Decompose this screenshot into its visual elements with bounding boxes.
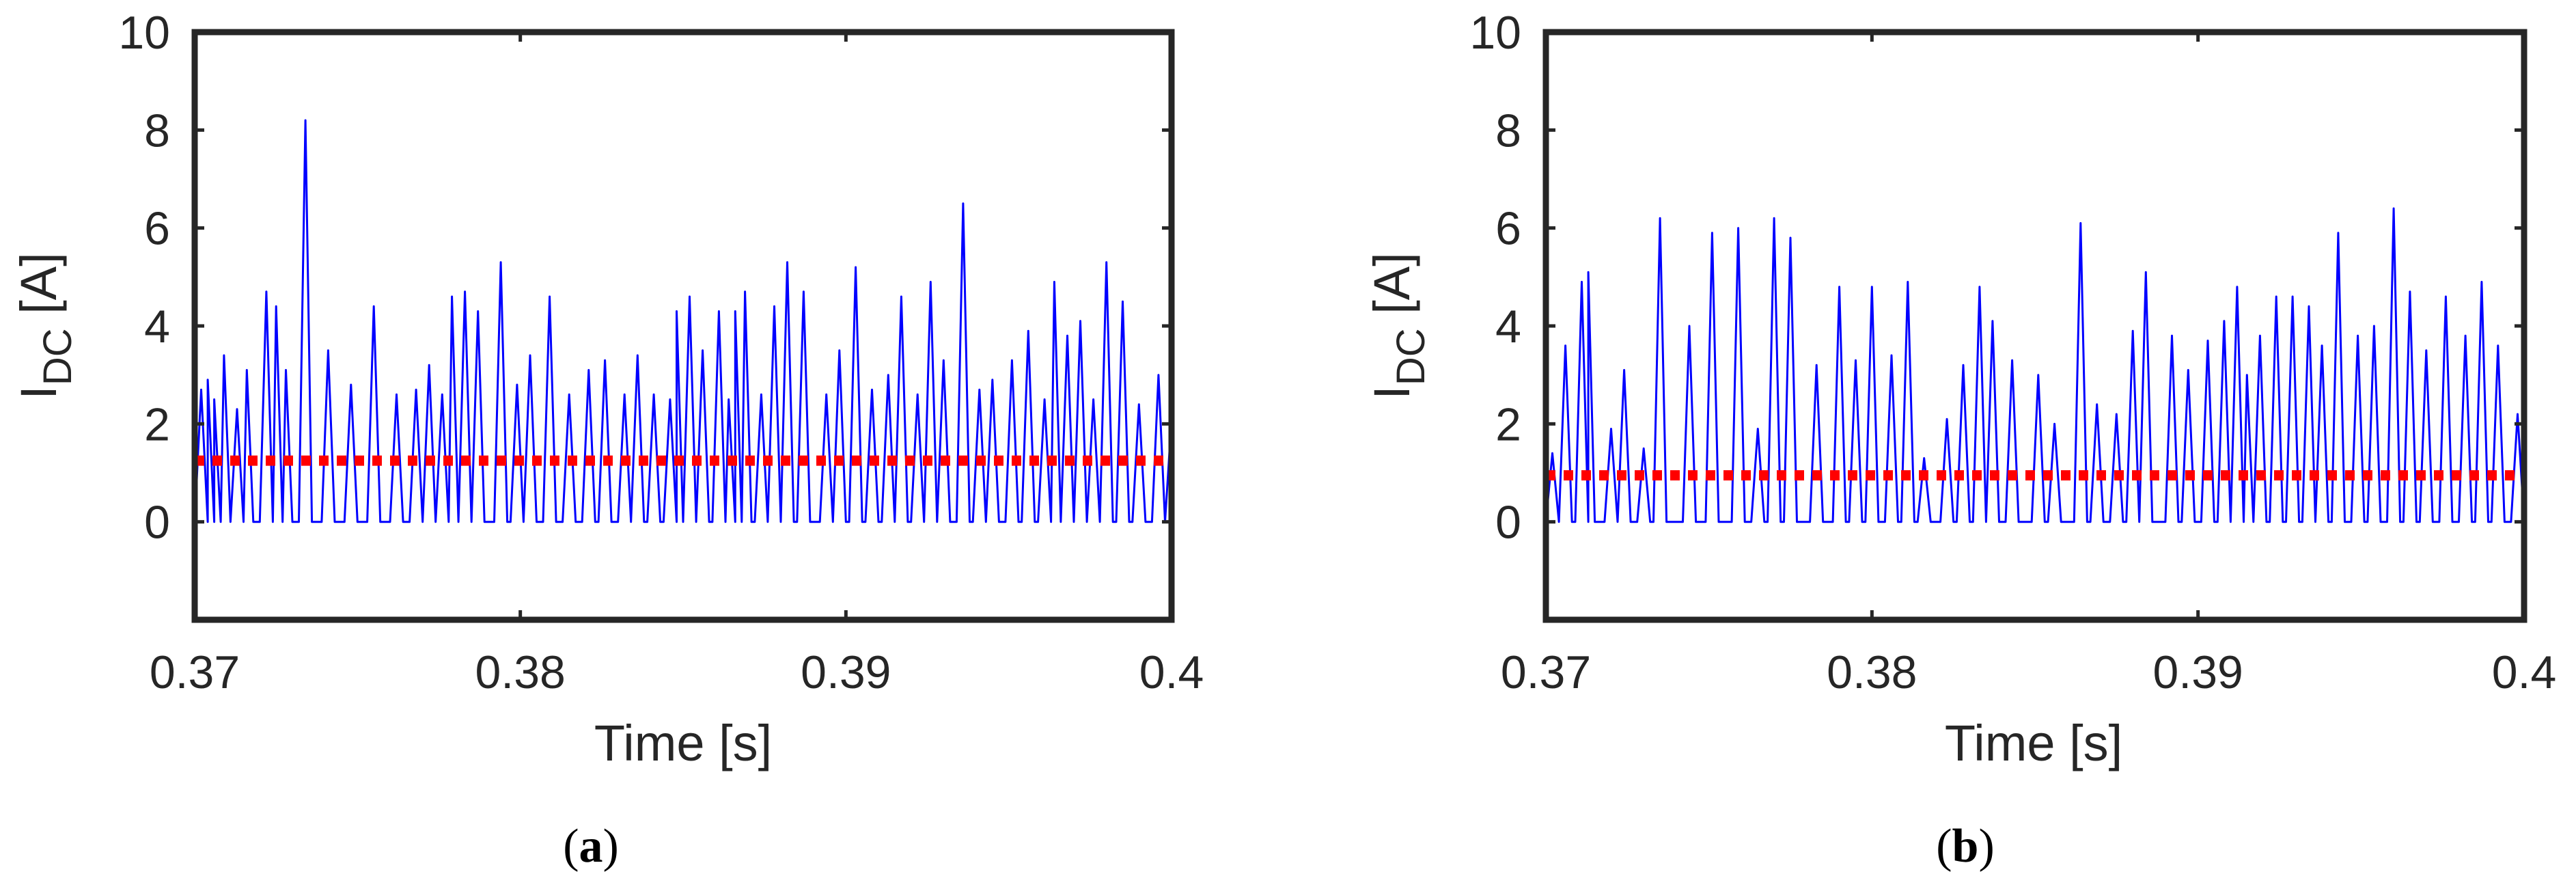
y-axis-label: IDC [A] [1363,252,1433,399]
y-tick-label: 8 [1495,105,1521,156]
y-tick-label: 4 [1495,301,1521,353]
x-tick-label: 0.38 [1827,646,1917,698]
y-tick-label: 2 [1495,398,1521,450]
x-axis-label: Time [s] [594,715,772,771]
y-tick-label: 6 [144,203,170,255]
panel-caption: (b) [1936,820,1995,873]
y-axis-label: IDC [A] [10,252,80,399]
y-tick-label: 0 [1495,497,1521,549]
x-tick-label: 0.37 [150,646,240,698]
x-tick-label: 0.4 [2492,646,2557,698]
y-tick-label: 0 [144,497,170,549]
plot-frame [191,29,1175,623]
plot-frame [1542,29,2527,623]
x-tick-label: 0.37 [1501,646,1591,698]
panel-caption: (a) [563,820,619,873]
x-tick-label: 0.4 [1139,646,1204,698]
tick-layer: 0 2 4 6 8 10 0.37 0.38 0.39 0.4 [1469,7,2556,698]
x-tick-label: 0.39 [2152,646,2243,698]
signal-line [193,119,1173,523]
series-layer [1545,207,2525,523]
y-tick-label: 10 [118,7,170,59]
x-tick-label: 0.38 [475,646,565,698]
y-tick-label: 8 [144,105,170,156]
y-tick-label: 2 [144,398,170,450]
x-tick-label: 0.39 [801,646,891,698]
series-layer [193,119,1173,523]
y-tick-label: 6 [1495,203,1521,255]
tick-layer: 0 2 4 6 8 10 0.37 0.38 0.39 0.4 [118,7,1204,698]
y-tick-label: 10 [1469,7,1521,59]
y-tick-label: 4 [144,301,170,353]
x-axis-label: Time [s] [1945,715,2122,771]
signal-line [1545,207,2525,523]
